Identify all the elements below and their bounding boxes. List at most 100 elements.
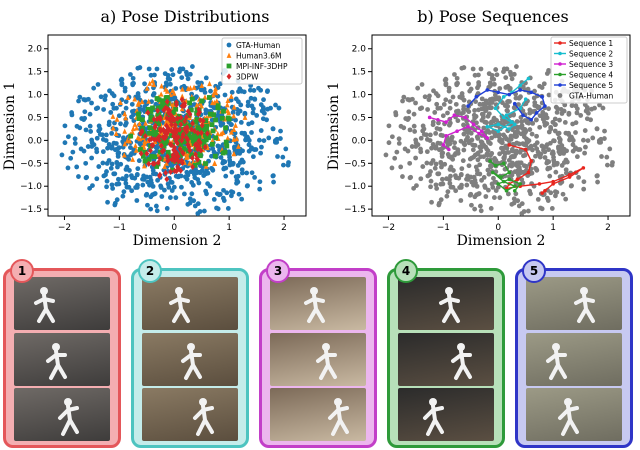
x-tick-label: 1 <box>226 223 232 233</box>
data-point-gta-human <box>234 106 240 112</box>
data-point-mpi-inf-3dhp <box>150 105 155 111</box>
data-point-mpi-inf-3dhp <box>213 117 218 123</box>
background-point <box>447 99 453 105</box>
background-point <box>535 196 541 202</box>
y-tick-label: 1.0 <box>28 91 43 101</box>
render-frame <box>270 388 366 441</box>
data-point-human3-6m <box>144 85 150 91</box>
background-point <box>486 171 492 177</box>
background-point <box>509 76 515 82</box>
data-point-mpi-inf-3dhp <box>199 98 205 104</box>
data-point-3dpw <box>164 122 170 130</box>
background-point <box>452 145 457 150</box>
data-point-gta-human <box>154 208 160 214</box>
data-point-mpi-inf-3dhp <box>138 147 143 152</box>
data-point-gta-human <box>264 117 270 123</box>
legend-box <box>550 36 628 104</box>
background-point <box>398 164 404 170</box>
legend-label: Sequence 3 <box>569 60 613 69</box>
data-point-3dpw <box>138 130 144 137</box>
legend-label: 3DPW <box>236 73 259 82</box>
background-point <box>514 160 520 166</box>
data-point-gta-human <box>180 66 186 72</box>
data-point-mpi-inf-3dhp <box>197 151 203 157</box>
data-point-human3-6m <box>199 103 204 109</box>
background-point <box>554 189 560 195</box>
background-point <box>425 107 431 112</box>
sequence-point <box>496 90 501 95</box>
data-point-3dpw <box>178 121 184 128</box>
background-point <box>491 175 496 181</box>
background-point <box>574 154 580 160</box>
background-point <box>452 72 457 77</box>
background-point <box>386 123 392 129</box>
panel-number-badge: 5 <box>522 259 546 283</box>
data-point-gta-human <box>275 154 280 159</box>
background-point <box>445 110 450 116</box>
data-point-mpi-inf-3dhp <box>215 103 221 109</box>
data-point-gta-human <box>129 188 135 194</box>
data-point-mpi-inf-3dhp <box>222 149 228 155</box>
background-point <box>511 71 517 77</box>
background-point <box>607 146 613 152</box>
background-point <box>454 75 460 81</box>
data-point-3dpw <box>189 126 194 133</box>
data-point-human3-6m <box>113 130 119 137</box>
sequence-point <box>518 83 523 88</box>
panel-number-badge: 4 <box>394 259 418 283</box>
data-point-gta-human <box>240 159 246 165</box>
data-point-gta-human <box>140 182 146 188</box>
x-tick-label: 0 <box>171 223 177 233</box>
data-point-gta-human <box>249 130 254 135</box>
background-point <box>594 173 600 179</box>
background-point <box>511 112 516 118</box>
background-point <box>412 129 418 134</box>
panel-number-badge: 1 <box>10 259 34 283</box>
data-point-3dpw <box>180 150 186 157</box>
data-point-human3-6m <box>228 93 234 99</box>
data-point-gta-human <box>143 192 149 198</box>
background-point <box>389 134 395 140</box>
background-point <box>597 102 602 108</box>
data-point-mpi-inf-3dhp <box>142 158 148 164</box>
data-point-human3-6m <box>213 86 218 92</box>
data-point-3dpw <box>144 150 150 157</box>
background-point <box>413 144 419 149</box>
data-point-gta-human <box>233 174 239 180</box>
background-point <box>598 139 604 145</box>
background-point <box>392 155 398 161</box>
render-frame <box>142 332 238 386</box>
sequence-panel-2 <box>131 268 249 448</box>
sequence-point <box>501 115 506 120</box>
data-point-human3-6m <box>130 129 135 135</box>
data-point-gta-human <box>106 158 112 163</box>
background-point <box>464 182 470 188</box>
panel-number-badge: 3 <box>266 259 290 283</box>
render-frame <box>14 388 110 441</box>
data-point-human3-6m <box>118 99 123 105</box>
frame-stack <box>526 277 622 441</box>
background-point <box>594 126 600 132</box>
data-point-3dpw <box>195 129 201 137</box>
data-point-gta-human <box>179 75 185 81</box>
sequence-point <box>507 92 512 97</box>
background-point <box>393 112 399 118</box>
data-point-gta-human <box>209 165 214 171</box>
data-point-3dpw <box>145 109 151 116</box>
background-point <box>490 96 495 102</box>
background-point <box>537 124 543 130</box>
background-point <box>466 109 472 115</box>
y-tick-label: 1.5 <box>28 68 42 78</box>
sequence-point <box>540 191 544 195</box>
data-point-3dpw <box>174 149 180 157</box>
data-point-gta-human <box>65 134 71 140</box>
data-point-3dpw <box>156 137 162 144</box>
data-point-human3-6m <box>133 147 139 153</box>
data-point-mpi-inf-3dhp <box>136 111 141 117</box>
data-point-gta-human <box>104 178 110 184</box>
data-point-gta-human <box>129 101 135 107</box>
sequence-point <box>523 147 528 152</box>
data-point-gta-human <box>121 189 127 195</box>
sequence-point <box>485 124 490 129</box>
background-point <box>458 198 464 203</box>
